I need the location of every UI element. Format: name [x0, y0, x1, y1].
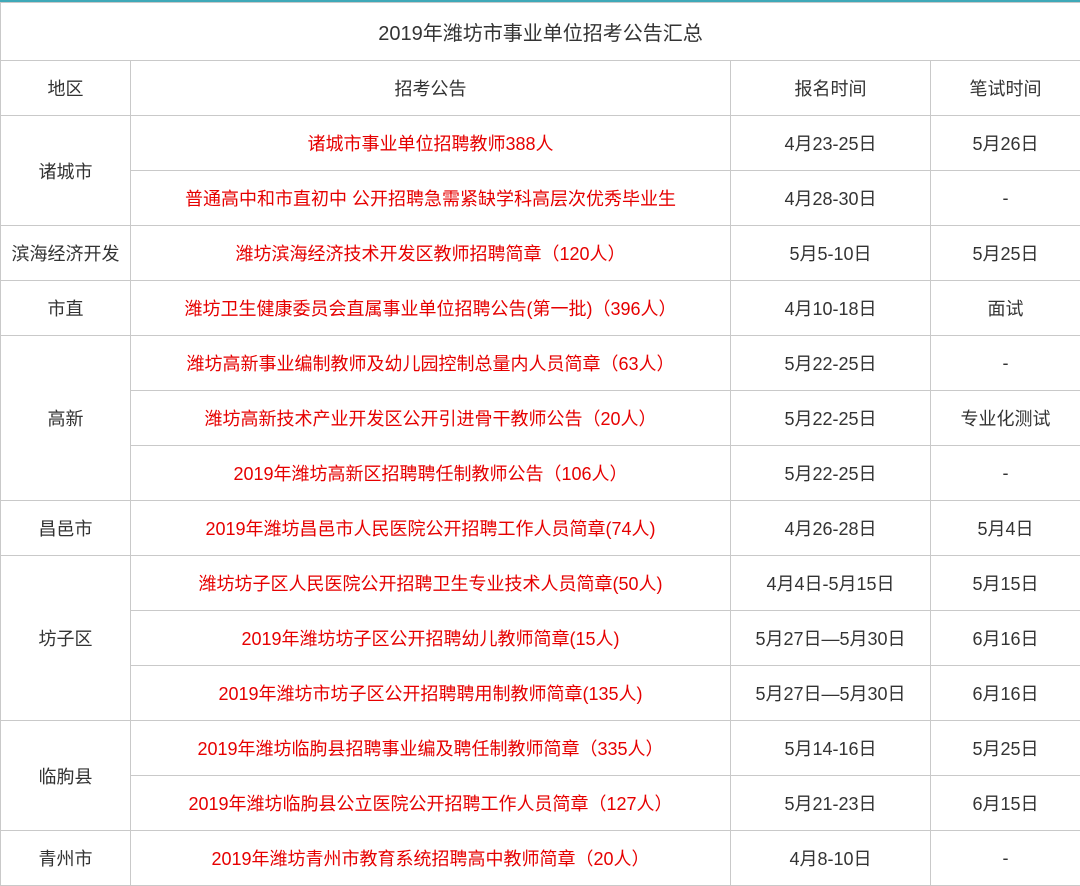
header-registration: 报名时间	[731, 61, 931, 116]
exam-cell: -	[931, 831, 1080, 886]
exam-cell: 6月15日	[931, 776, 1080, 831]
exam-cell: 5月25日	[931, 721, 1080, 776]
registration-cell: 5月14-16日	[731, 721, 931, 776]
region-cell: 滨海经济开发	[1, 226, 131, 281]
table-row: 青州市 2019年潍坊青州市教育系统招聘高中教师简章（20人） 4月8-10日-	[1, 831, 1080, 886]
exam-cell: 专业化测试	[931, 391, 1080, 446]
notice-link[interactable]: 诸城市事业单位招聘教师388人	[307, 134, 553, 154]
exam-cell: 5月26日	[931, 116, 1080, 171]
table-container: 2019年潍坊市事业单位招考公告汇总地区招考公告报名时间笔试时间诸城市诸城市事业…	[0, 0, 1080, 886]
notice-link[interactable]: 潍坊卫生健康委员会直属事业单位招聘公告(第一批)（396人）	[184, 299, 676, 319]
exam-cell: -	[931, 336, 1080, 391]
table-row: 2019年潍坊坊子区公开招聘幼儿教师简章(15人) 5月27日—5月30日6月16…	[1, 611, 1080, 666]
recruitment-table: 2019年潍坊市事业单位招考公告汇总地区招考公告报名时间笔试时间诸城市诸城市事业…	[0, 2, 1080, 886]
registration-cell: 4月10-18日	[731, 281, 931, 336]
table-row: 昌邑市 2019年潍坊昌邑市人民医院公开招聘工作人员简章(74人) 4月26-28日…	[1, 501, 1080, 556]
notice-cell: 诸城市事业单位招聘教师388人	[131, 116, 731, 171]
region-cell: 临朐县	[1, 721, 131, 831]
exam-cell: 6月16日	[931, 666, 1080, 721]
region-cell: 青州市	[1, 831, 131, 886]
notice-cell: 2019年潍坊高新区招聘聘任制教师公告（106人）	[131, 446, 731, 501]
table-row: 2019年潍坊市坊子区公开招聘聘用制教师简章(135人) 5月27日—5月30日6…	[1, 666, 1080, 721]
notice-cell: 潍坊高新技术产业开发区公开引进骨干教师公告（20人）	[131, 391, 731, 446]
registration-cell: 4月23-25日	[731, 116, 931, 171]
registration-cell: 5月21-23日	[731, 776, 931, 831]
notice-cell: 2019年潍坊昌邑市人民医院公开招聘工作人员简章(74人)	[131, 501, 731, 556]
table-row: 2019年潍坊高新区招聘聘任制教师公告（106人） 5月22-25日-	[1, 446, 1080, 501]
header-notice: 招考公告	[131, 61, 731, 116]
exam-cell: -	[931, 171, 1080, 226]
region-cell: 高新	[1, 336, 131, 501]
registration-cell: 5月22-25日	[731, 446, 931, 501]
notice-link[interactable]: 2019年潍坊坊子区公开招聘幼儿教师简章(15人)	[241, 629, 619, 649]
notice-link[interactable]: 潍坊坊子区人民医院公开招聘卫生专业技术人员简章(50人)	[198, 574, 662, 594]
notice-link[interactable]: 潍坊高新技术产业开发区公开引进骨干教师公告（20人）	[204, 409, 656, 429]
notice-link[interactable]: 2019年潍坊高新区招聘聘任制教师公告（106人）	[233, 464, 627, 484]
notice-cell: 普通高中和市直初中 公开招聘急需紧缺学科高层次优秀毕业生	[131, 171, 731, 226]
registration-cell: 4月4日-5月15日	[731, 556, 931, 611]
registration-cell: 4月8-10日	[731, 831, 931, 886]
notice-cell: 2019年潍坊青州市教育系统招聘高中教师简章（20人）	[131, 831, 731, 886]
notice-link[interactable]: 2019年潍坊临朐县公立医院公开招聘工作人员简章（127人）	[188, 794, 672, 814]
exam-cell: 5月25日	[931, 226, 1080, 281]
table-row: 市直 潍坊卫生健康委员会直属事业单位招聘公告(第一批)（396人） 4月10-18日…	[1, 281, 1080, 336]
notice-link[interactable]: 2019年潍坊昌邑市人民医院公开招聘工作人员简章(74人)	[205, 519, 655, 539]
table-row: 潍坊高新技术产业开发区公开引进骨干教师公告（20人） 5月22-25日专业化测试	[1, 391, 1080, 446]
notice-link[interactable]: 潍坊滨海经济技术开发区教师招聘简章（120人）	[235, 244, 625, 264]
table-row: 临朐县2019年潍坊临朐县招聘事业编及聘任制教师简章（335人）5月14-16日…	[1, 721, 1080, 776]
table-row: 滨海经济开发 潍坊滨海经济技术开发区教师招聘简章（120人） 5月5-10日5月25…	[1, 226, 1080, 281]
table-row: 坊子区潍坊坊子区人民医院公开招聘卫生专业技术人员简章(50人)4月4日-5月15…	[1, 556, 1080, 611]
header-exam: 笔试时间	[931, 61, 1080, 116]
notice-cell: 2019年潍坊临朐县招聘事业编及聘任制教师简章（335人）	[131, 721, 731, 776]
exam-cell: -	[931, 446, 1080, 501]
table-row: 高新潍坊高新事业编制教师及幼儿园控制总量内人员简章（63人）5月22-25日-	[1, 336, 1080, 391]
header-row: 地区招考公告报名时间笔试时间	[1, 61, 1080, 116]
table-title: 2019年潍坊市事业单位招考公告汇总	[1, 3, 1080, 61]
region-cell: 市直	[1, 281, 131, 336]
table-row: 普通高中和市直初中 公开招聘急需紧缺学科高层次优秀毕业生 4月28-30日-	[1, 171, 1080, 226]
table-row: 诸城市诸城市事业单位招聘教师388人4月23-25日5月26日	[1, 116, 1080, 171]
notice-cell: 2019年潍坊临朐县公立医院公开招聘工作人员简章（127人）	[131, 776, 731, 831]
notice-link[interactable]: 潍坊高新事业编制教师及幼儿园控制总量内人员简章（63人）	[186, 354, 674, 374]
registration-cell: 4月28-30日	[731, 171, 931, 226]
notice-cell: 2019年潍坊市坊子区公开招聘聘用制教师简章(135人)	[131, 666, 731, 721]
region-cell: 坊子区	[1, 556, 131, 721]
registration-cell: 5月22-25日	[731, 336, 931, 391]
notice-link[interactable]: 普通高中和市直初中 公开招聘急需紧缺学科高层次优秀毕业生	[185, 189, 676, 209]
notice-cell: 潍坊滨海经济技术开发区教师招聘简章（120人）	[131, 226, 731, 281]
registration-cell: 5月22-25日	[731, 391, 931, 446]
registration-cell: 5月27日—5月30日	[731, 611, 931, 666]
notice-link[interactable]: 2019年潍坊市坊子区公开招聘聘用制教师简章(135人)	[218, 684, 642, 704]
notice-link[interactable]: 2019年潍坊临朐县招聘事业编及聘任制教师简章（335人）	[197, 739, 663, 759]
exam-cell: 6月16日	[931, 611, 1080, 666]
notice-cell: 潍坊卫生健康委员会直属事业单位招聘公告(第一批)（396人）	[131, 281, 731, 336]
notice-link[interactable]: 2019年潍坊青州市教育系统招聘高中教师简章（20人）	[211, 849, 649, 869]
title-row: 2019年潍坊市事业单位招考公告汇总	[1, 3, 1080, 61]
exam-cell: 5月4日	[931, 501, 1080, 556]
registration-cell: 4月26-28日	[731, 501, 931, 556]
notice-cell: 2019年潍坊坊子区公开招聘幼儿教师简章(15人)	[131, 611, 731, 666]
registration-cell: 5月27日—5月30日	[731, 666, 931, 721]
header-region: 地区	[1, 61, 131, 116]
notice-cell: 潍坊坊子区人民医院公开招聘卫生专业技术人员简章(50人)	[131, 556, 731, 611]
table-row: 2019年潍坊临朐县公立医院公开招聘工作人员简章（127人） 5月21-23日6月…	[1, 776, 1080, 831]
region-cell: 昌邑市	[1, 501, 131, 556]
notice-cell: 潍坊高新事业编制教师及幼儿园控制总量内人员简章（63人）	[131, 336, 731, 391]
exam-cell: 面试	[931, 281, 1080, 336]
exam-cell: 5月15日	[931, 556, 1080, 611]
registration-cell: 5月5-10日	[731, 226, 931, 281]
region-cell: 诸城市	[1, 116, 131, 226]
